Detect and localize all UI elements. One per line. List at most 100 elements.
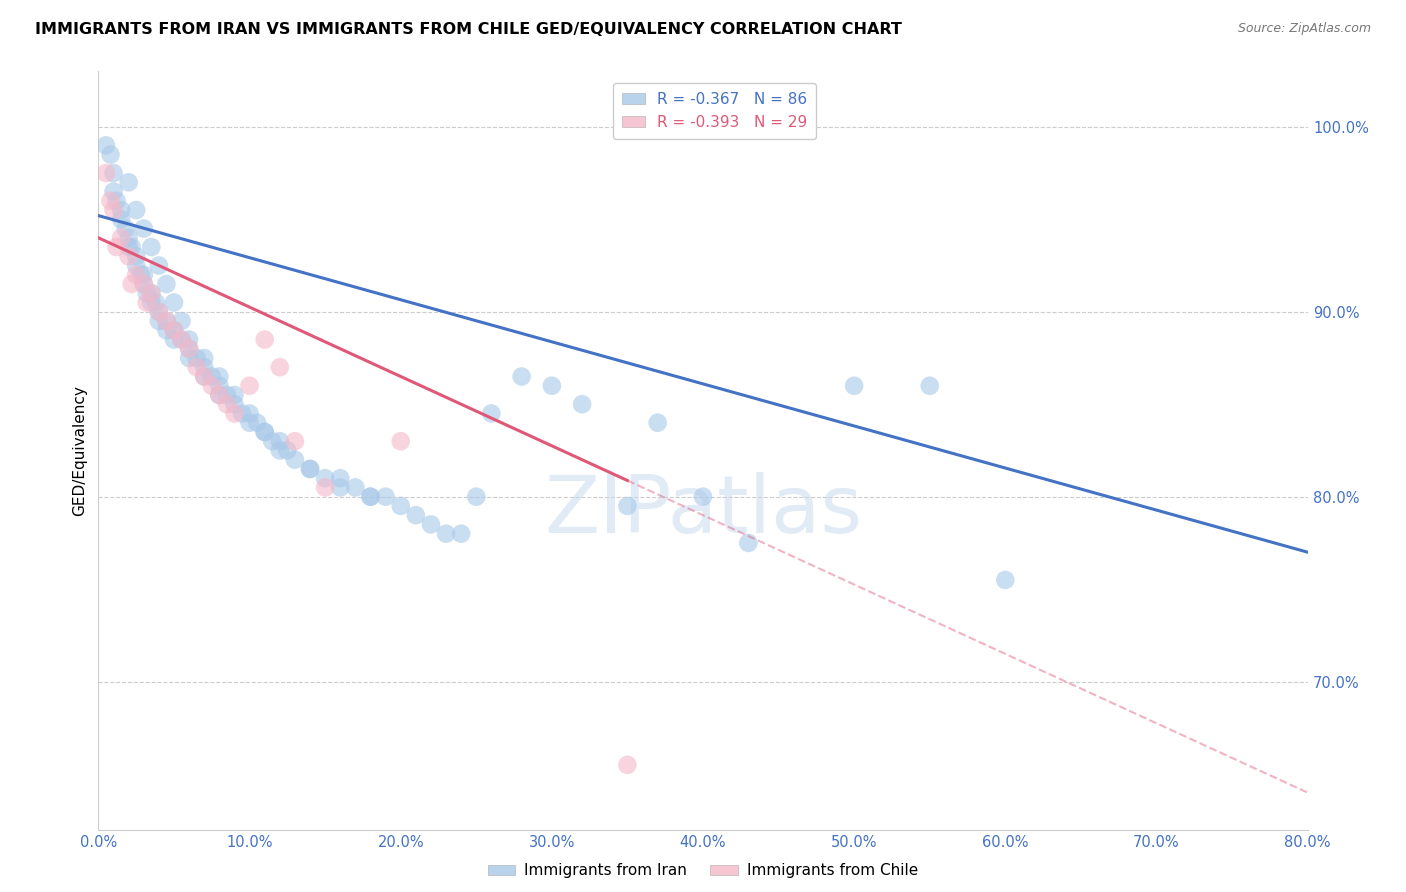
Point bbox=[224, 407, 246, 421]
Point bbox=[179, 333, 201, 347]
Text: ZIPatlas: ZIPatlas bbox=[544, 472, 862, 550]
Legend: Immigrants from Iran, Immigrants from Chile: Immigrants from Iran, Immigrants from Ch… bbox=[482, 857, 924, 884]
Point bbox=[571, 397, 593, 411]
Point bbox=[208, 369, 231, 384]
Point bbox=[201, 378, 224, 392]
Point bbox=[329, 480, 352, 494]
Point bbox=[246, 416, 269, 430]
Point bbox=[374, 490, 396, 504]
Point bbox=[155, 277, 177, 291]
Point bbox=[844, 378, 866, 392]
Point bbox=[179, 342, 201, 356]
Point bbox=[132, 221, 155, 235]
Point bbox=[616, 499, 638, 513]
Point bbox=[132, 277, 155, 291]
Point bbox=[103, 202, 125, 217]
Point bbox=[224, 388, 246, 402]
Point bbox=[179, 342, 201, 356]
Point bbox=[224, 397, 246, 411]
Point bbox=[103, 166, 125, 180]
Point bbox=[692, 490, 714, 504]
Point bbox=[540, 378, 562, 392]
Point bbox=[299, 462, 322, 476]
Point bbox=[193, 351, 215, 365]
Point bbox=[170, 333, 193, 347]
Point bbox=[253, 425, 276, 439]
Point bbox=[121, 240, 143, 254]
Point bbox=[94, 166, 117, 180]
Point bbox=[163, 333, 186, 347]
Point bbox=[918, 378, 941, 392]
Point bbox=[510, 369, 533, 384]
Point bbox=[170, 333, 193, 347]
Point bbox=[253, 333, 276, 347]
Point bbox=[276, 443, 298, 458]
Point bbox=[135, 295, 157, 310]
Point bbox=[155, 323, 177, 337]
Point bbox=[420, 517, 443, 532]
Point bbox=[344, 480, 367, 494]
Text: IMMIGRANTS FROM IRAN VS IMMIGRANTS FROM CHILE GED/EQUIVALENCY CORRELATION CHART: IMMIGRANTS FROM IRAN VS IMMIGRANTS FROM … bbox=[35, 22, 903, 37]
Point bbox=[135, 286, 157, 301]
Point bbox=[208, 388, 231, 402]
Point bbox=[269, 434, 291, 449]
Point bbox=[100, 194, 122, 208]
Point bbox=[141, 286, 163, 301]
Point bbox=[389, 434, 412, 449]
Point bbox=[100, 147, 122, 161]
Point bbox=[994, 573, 1017, 587]
Point bbox=[132, 268, 155, 282]
Point bbox=[145, 295, 167, 310]
Point bbox=[186, 360, 208, 375]
Point bbox=[125, 268, 148, 282]
Point bbox=[148, 259, 170, 273]
Point bbox=[94, 138, 117, 153]
Point bbox=[132, 277, 155, 291]
Point bbox=[163, 295, 186, 310]
Point bbox=[481, 407, 503, 421]
Point bbox=[616, 757, 638, 772]
Point bbox=[118, 240, 141, 254]
Point bbox=[360, 490, 382, 504]
Point bbox=[118, 175, 141, 189]
Point bbox=[110, 231, 132, 245]
Point bbox=[231, 407, 253, 421]
Point bbox=[208, 378, 231, 392]
Point bbox=[141, 240, 163, 254]
Point bbox=[215, 388, 238, 402]
Point bbox=[208, 388, 231, 402]
Point bbox=[314, 480, 336, 494]
Point bbox=[193, 369, 215, 384]
Point bbox=[141, 286, 163, 301]
Point bbox=[125, 249, 148, 263]
Point bbox=[647, 416, 669, 430]
Point bbox=[284, 452, 307, 467]
Point bbox=[434, 526, 457, 541]
Point bbox=[148, 305, 170, 319]
Point bbox=[284, 434, 307, 449]
Point bbox=[360, 490, 382, 504]
Point bbox=[314, 471, 336, 485]
Point bbox=[155, 314, 177, 328]
Point bbox=[103, 185, 125, 199]
Point bbox=[737, 536, 759, 550]
Point bbox=[121, 277, 143, 291]
Point bbox=[186, 351, 208, 365]
Point bbox=[170, 314, 193, 328]
Point bbox=[125, 259, 148, 273]
Point bbox=[163, 323, 186, 337]
Point bbox=[110, 212, 132, 227]
Point bbox=[155, 314, 177, 328]
Point bbox=[163, 323, 186, 337]
Point bbox=[269, 443, 291, 458]
Point bbox=[405, 508, 427, 523]
Legend: R = -0.367   N = 86, R = -0.393   N = 29: R = -0.367 N = 86, R = -0.393 N = 29 bbox=[613, 83, 817, 139]
Point bbox=[269, 360, 291, 375]
Point bbox=[105, 240, 128, 254]
Point bbox=[450, 526, 472, 541]
Point bbox=[105, 194, 128, 208]
Point bbox=[201, 369, 224, 384]
Point bbox=[329, 471, 352, 485]
Point bbox=[215, 397, 238, 411]
Point bbox=[193, 360, 215, 375]
